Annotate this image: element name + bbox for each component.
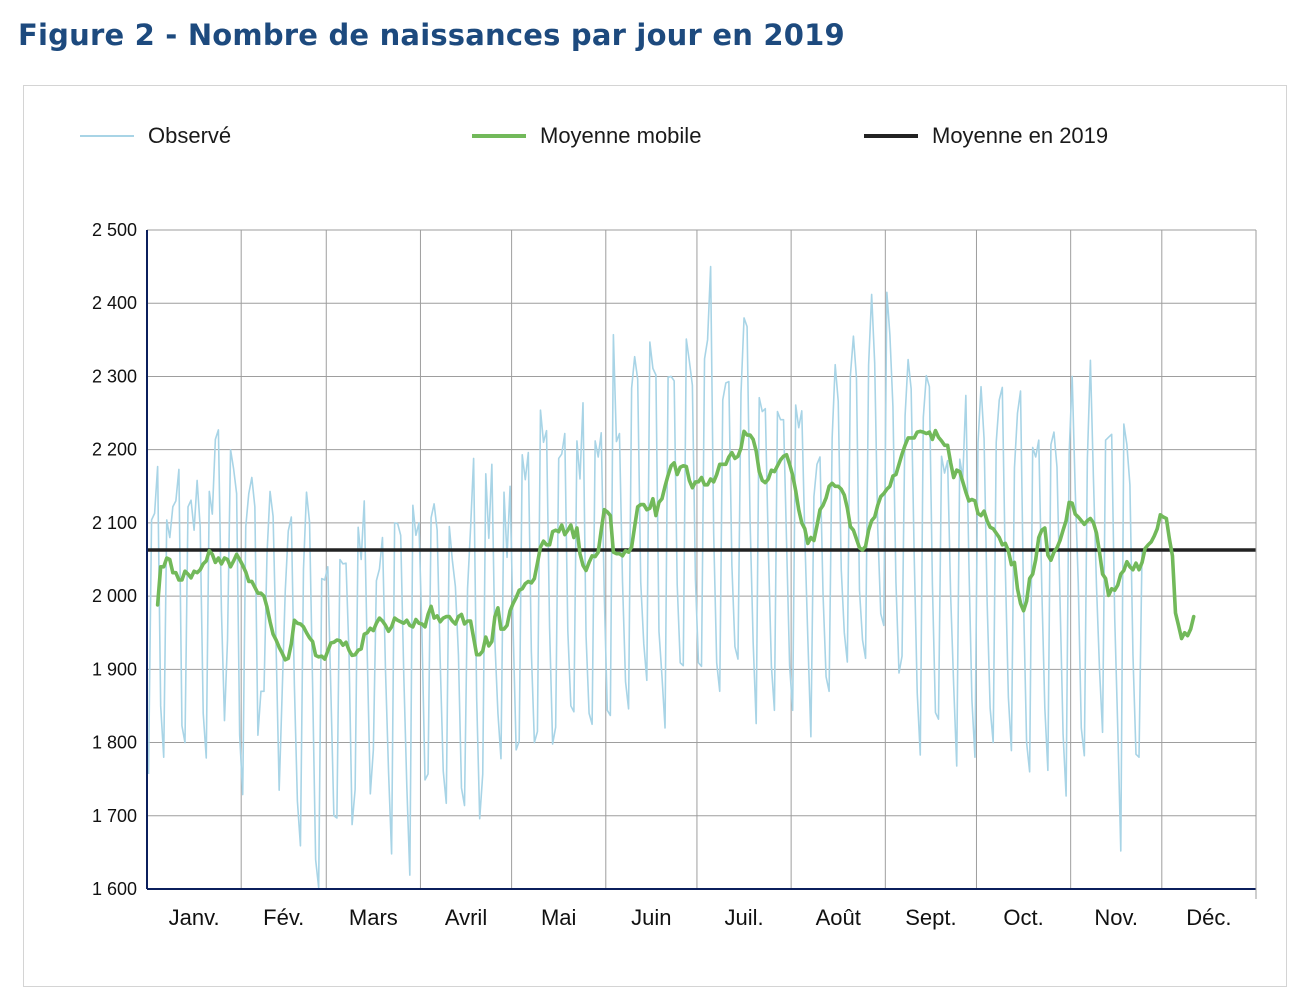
- legend-annual-mean-label: Moyenne en 2019: [932, 123, 1109, 148]
- month-label: Mai: [541, 905, 576, 930]
- legend-observed: Observé: [80, 122, 231, 150]
- legend-observed-swatch: [80, 135, 134, 137]
- month-label: Fév.: [263, 905, 304, 930]
- moving-average-layer: [155, 428, 1196, 662]
- grid-layer: [147, 229, 1256, 890]
- month-label: Mars: [349, 905, 398, 930]
- y-tick-label: 2 200: [92, 440, 137, 460]
- tick-label-layer: 1 600 1 700 1 800 1 900 2 000 2 100 2 200 2 300…: [92, 220, 1232, 930]
- month-label: Juin: [631, 905, 671, 930]
- y-tick-label: 2 500: [92, 220, 137, 240]
- legend-annual-mean-swatch: [864, 134, 918, 138]
- y-tick-label: 2 400: [92, 293, 137, 313]
- y-tick-label: 1 800: [92, 733, 137, 753]
- y-tick-label: 2 000: [92, 586, 137, 606]
- legend-annual-mean: Moyenne en 2019: [864, 122, 1108, 150]
- legend-moving-average: Moyenne mobile: [472, 122, 701, 150]
- y-tick-label: 1 700: [92, 806, 137, 826]
- observed-line: [147, 265, 1143, 889]
- month-label: Juil.: [724, 905, 763, 930]
- moving-average-line: [155, 428, 1196, 662]
- axis-layer: [146, 230, 1257, 899]
- month-label: Août: [816, 905, 861, 930]
- month-label: Janv.: [169, 905, 220, 930]
- month-label: Sept.: [905, 905, 956, 930]
- month-label: Oct.: [1003, 905, 1043, 930]
- observed-series-layer: [147, 265, 1143, 889]
- y-tick-label: 1 900: [92, 659, 137, 679]
- legend-moving-average-label: Moyenne mobile: [540, 123, 702, 148]
- y-tick-label: 2 300: [92, 366, 137, 386]
- y-tick-label: 1 600: [92, 879, 137, 899]
- month-label: Nov.: [1094, 905, 1138, 930]
- month-label: Déc.: [1186, 905, 1231, 930]
- legend-moving-average-swatch: [472, 134, 526, 138]
- month-label: Avril: [445, 905, 487, 930]
- figure-title: Figure 2 - Nombre de naissances par jour…: [18, 18, 845, 52]
- y-tick-label: 2 100: [92, 513, 137, 533]
- legend-observed-label: Observé: [148, 123, 232, 148]
